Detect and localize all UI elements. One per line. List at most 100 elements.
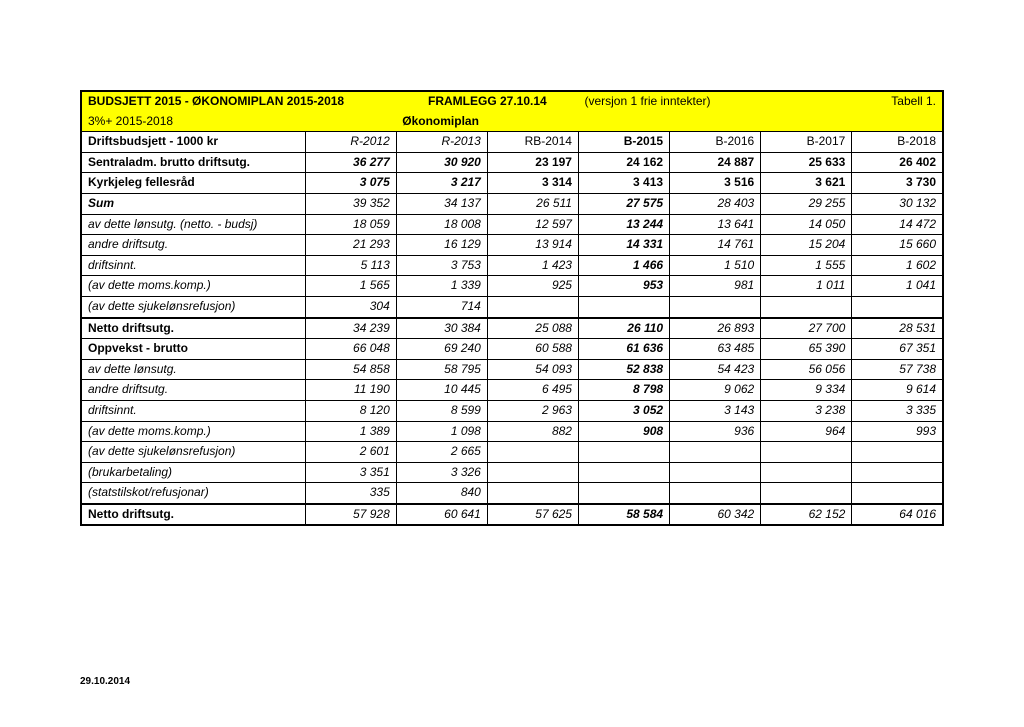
table-row: driftsinnt.8 1208 5992 9633 0523 1433 23… bbox=[81, 400, 943, 421]
table-cell: 925 bbox=[487, 276, 578, 297]
subtitle-left: 3%+ 2015-2018 bbox=[81, 112, 396, 132]
table-cell: 26 110 bbox=[578, 318, 669, 339]
row-label: andre driftsutg. bbox=[81, 380, 305, 401]
table-cell: 1 555 bbox=[761, 255, 852, 276]
footer-date: 29.10.2014 bbox=[80, 676, 130, 687]
table-cell bbox=[487, 442, 578, 463]
row-label: (statstilskot/refusjonar) bbox=[81, 483, 305, 504]
table-cell: 39 352 bbox=[305, 193, 396, 214]
table-cell: 54 423 bbox=[670, 359, 761, 380]
table-cell: 3 753 bbox=[396, 255, 487, 276]
table-cell: 981 bbox=[670, 276, 761, 297]
table-row: Kyrkjeleg fellesråd3 0753 2173 3143 4133… bbox=[81, 173, 943, 194]
table-cell bbox=[852, 462, 943, 483]
table-cell: 57 625 bbox=[487, 504, 578, 526]
table-cell: 964 bbox=[761, 421, 852, 442]
table-cell: 8 798 bbox=[578, 380, 669, 401]
table-cell: 29 255 bbox=[761, 193, 852, 214]
table-cell: 14 472 bbox=[852, 214, 943, 235]
table-cell: 13 244 bbox=[578, 214, 669, 235]
table-cell bbox=[487, 462, 578, 483]
table-cell: 1 510 bbox=[670, 255, 761, 276]
table-cell: 1 602 bbox=[852, 255, 943, 276]
table-cell: 25 088 bbox=[487, 318, 578, 339]
table-cell: 908 bbox=[578, 421, 669, 442]
table-cell: 14 331 bbox=[578, 235, 669, 256]
table-cell bbox=[761, 442, 852, 463]
table-cell: 3 238 bbox=[761, 400, 852, 421]
table-cell: 936 bbox=[670, 421, 761, 442]
row-label: Oppvekst - brutto bbox=[81, 339, 305, 360]
table-cell: 1 098 bbox=[396, 421, 487, 442]
data-rows: Sentraladm. brutto driftsutg.36 27730 92… bbox=[81, 152, 943, 525]
table-cell: 26 511 bbox=[487, 193, 578, 214]
table-row: (av dette sjukelønsrefusjon)2 6012 665 bbox=[81, 442, 943, 463]
table-cell bbox=[761, 483, 852, 504]
table-cell: 28 531 bbox=[852, 318, 943, 339]
table-cell: 62 152 bbox=[761, 504, 852, 526]
title-mid: FRAMLEGG 27.10.14 bbox=[396, 91, 578, 112]
table-cell: 2 665 bbox=[396, 442, 487, 463]
table-row: (brukarbetaling)3 3513 326 bbox=[81, 462, 943, 483]
row-label: Netto driftsutg. bbox=[81, 318, 305, 339]
table-cell: 5 113 bbox=[305, 255, 396, 276]
table-cell: 26 893 bbox=[670, 318, 761, 339]
table-cell: 27 575 bbox=[578, 193, 669, 214]
subtitle-mid: Økonomiplan bbox=[396, 112, 578, 132]
col-header-5: B-2016 bbox=[670, 132, 761, 153]
table-cell: 3 314 bbox=[487, 173, 578, 194]
table-cell: 12 597 bbox=[487, 214, 578, 235]
table-cell: 3 730 bbox=[852, 173, 943, 194]
table-row: Netto driftsutg.57 92860 64157 62558 584… bbox=[81, 504, 943, 526]
table-cell: 10 445 bbox=[396, 380, 487, 401]
table-cell bbox=[852, 296, 943, 317]
table-row: (statstilskot/refusjonar)335840 bbox=[81, 483, 943, 504]
table-cell: 60 342 bbox=[670, 504, 761, 526]
col-header-7: B-2018 bbox=[852, 132, 943, 153]
table-cell bbox=[578, 442, 669, 463]
table-row: Sentraladm. brutto driftsutg.36 27730 92… bbox=[81, 152, 943, 173]
table-row: (av dette moms.komp.)1 3891 098882908936… bbox=[81, 421, 943, 442]
table-cell: 3 516 bbox=[670, 173, 761, 194]
table-cell bbox=[487, 483, 578, 504]
table-row: Oppvekst - brutto66 04869 24060 58861 63… bbox=[81, 339, 943, 360]
table-cell: 9 062 bbox=[670, 380, 761, 401]
table-row: (av dette sjukelønsrefusjon)304714 bbox=[81, 296, 943, 317]
table-row: Sum39 35234 13726 51127 57528 40329 2553… bbox=[81, 193, 943, 214]
table-cell: 3 621 bbox=[761, 173, 852, 194]
table-cell: 882 bbox=[487, 421, 578, 442]
table-cell: 27 700 bbox=[761, 318, 852, 339]
row-label: (av dette moms.komp.) bbox=[81, 421, 305, 442]
table-cell: 30 384 bbox=[396, 318, 487, 339]
table-cell: 3 351 bbox=[305, 462, 396, 483]
table-cell bbox=[670, 296, 761, 317]
table-cell: 24 887 bbox=[670, 152, 761, 173]
table-cell: 1 339 bbox=[396, 276, 487, 297]
table-cell: 3 052 bbox=[578, 400, 669, 421]
table-cell: 54 093 bbox=[487, 359, 578, 380]
row-label: Sentraladm. brutto driftsutg. bbox=[81, 152, 305, 173]
table-cell: 63 485 bbox=[670, 339, 761, 360]
subtitle-row: 3%+ 2015-2018 Økonomiplan bbox=[81, 112, 943, 132]
row-label: (brukarbetaling) bbox=[81, 462, 305, 483]
table-cell: 3 413 bbox=[578, 173, 669, 194]
row-label: andre driftsutg. bbox=[81, 235, 305, 256]
row-label: Sum bbox=[81, 193, 305, 214]
col-header-2: R-2013 bbox=[396, 132, 487, 153]
table-cell: 66 048 bbox=[305, 339, 396, 360]
col-header-6: B-2017 bbox=[761, 132, 852, 153]
table-cell: 58 584 bbox=[578, 504, 669, 526]
table-cell: 953 bbox=[578, 276, 669, 297]
table-cell: 9 334 bbox=[761, 380, 852, 401]
subtitle-spacer bbox=[578, 112, 943, 132]
table-cell: 30 132 bbox=[852, 193, 943, 214]
row-label: driftsinnt. bbox=[81, 400, 305, 421]
table-cell: 3 335 bbox=[852, 400, 943, 421]
table-cell: 1 389 bbox=[305, 421, 396, 442]
table-cell bbox=[578, 462, 669, 483]
table-cell: 52 838 bbox=[578, 359, 669, 380]
row-label: (av dette sjukelønsrefusjon) bbox=[81, 296, 305, 317]
col-header-4: B-2015 bbox=[578, 132, 669, 153]
table-row: andre driftsutg.21 29316 12913 91414 331… bbox=[81, 235, 943, 256]
table-row: driftsinnt.5 1133 7531 4231 4661 5101 55… bbox=[81, 255, 943, 276]
